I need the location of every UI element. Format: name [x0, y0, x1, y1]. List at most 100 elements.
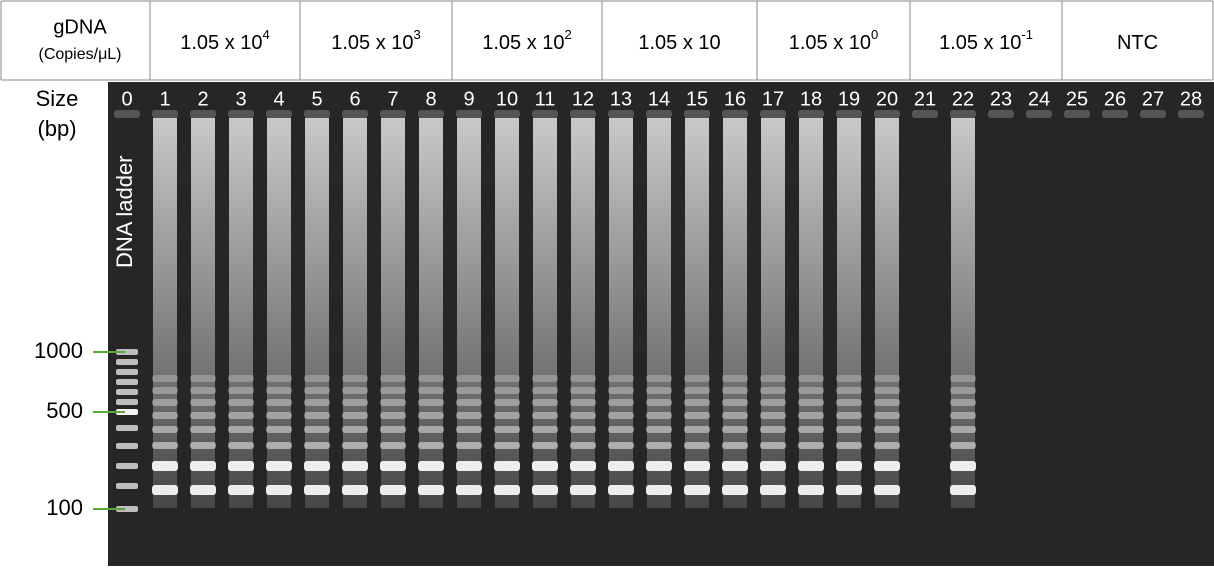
band	[684, 485, 710, 495]
band	[874, 387, 900, 394]
band	[646, 399, 672, 406]
lane-label: 23	[990, 88, 1012, 110]
well	[570, 110, 596, 118]
band	[608, 387, 634, 394]
band	[342, 485, 368, 495]
sample-unit: (Copies/μL)	[38, 46, 121, 63]
group-base: 1.05 x 10	[789, 32, 871, 54]
lane-label: 14	[648, 88, 670, 110]
band	[418, 485, 444, 495]
band	[760, 387, 786, 394]
band	[532, 461, 558, 471]
band	[342, 375, 368, 382]
ladder-label: DNA ladder	[112, 155, 137, 268]
band	[646, 426, 672, 433]
band	[228, 461, 254, 471]
band	[342, 399, 368, 406]
band	[570, 442, 596, 449]
lane-label: 18	[800, 88, 822, 110]
band	[342, 426, 368, 433]
band	[532, 387, 558, 394]
smear	[495, 118, 519, 508]
smear	[191, 118, 215, 508]
band	[608, 426, 634, 433]
band	[570, 399, 596, 406]
band	[570, 375, 596, 382]
group-label: 1.05 x 104	[180, 27, 270, 54]
ladder-band	[116, 399, 138, 405]
well	[684, 110, 710, 118]
band	[608, 442, 634, 449]
band	[456, 461, 482, 471]
band	[798, 375, 824, 382]
band	[684, 412, 710, 419]
band	[684, 426, 710, 433]
band	[266, 442, 292, 449]
ladder-band	[116, 443, 138, 449]
band	[228, 375, 254, 382]
band	[190, 399, 216, 406]
band	[152, 375, 178, 382]
lane-label: 3	[235, 88, 246, 110]
lane-label: 22	[952, 88, 974, 110]
band	[266, 399, 292, 406]
band	[228, 387, 254, 394]
ladder-band	[116, 349, 138, 355]
band	[760, 399, 786, 406]
group-label: NTC	[1117, 32, 1158, 54]
group-exp: 3	[414, 27, 421, 42]
band	[532, 375, 558, 382]
well	[798, 110, 824, 118]
band	[152, 387, 178, 394]
group-base: 1.05 x 10	[638, 32, 720, 54]
smear	[381, 118, 405, 508]
band	[494, 387, 520, 394]
band	[608, 485, 634, 495]
band	[798, 399, 824, 406]
band	[608, 412, 634, 419]
band	[152, 442, 178, 449]
ladder-band	[116, 389, 138, 395]
well	[342, 110, 368, 118]
band	[722, 399, 748, 406]
band	[646, 442, 672, 449]
band	[418, 399, 444, 406]
band	[836, 399, 862, 406]
band	[874, 461, 900, 471]
band	[418, 387, 444, 394]
smear	[457, 118, 481, 508]
smear	[685, 118, 709, 508]
band	[494, 375, 520, 382]
band	[380, 387, 406, 394]
group-exp: 4	[263, 27, 270, 42]
ladder-band	[116, 425, 138, 431]
lane-label: 27	[1142, 88, 1164, 110]
lane-label: 13	[610, 88, 632, 110]
band	[950, 461, 976, 471]
band	[494, 412, 520, 419]
size-title: Size	[36, 86, 79, 111]
smear	[267, 118, 291, 508]
marker-label: 100	[46, 495, 83, 520]
band	[836, 426, 862, 433]
band	[190, 442, 216, 449]
lane-label: 12	[572, 88, 594, 110]
band	[228, 426, 254, 433]
band	[304, 442, 330, 449]
band	[646, 461, 672, 471]
lane-label: 9	[463, 88, 474, 110]
smear	[761, 118, 785, 508]
band	[722, 426, 748, 433]
band	[418, 442, 444, 449]
group-label: 1.05 x 100	[789, 27, 879, 54]
band	[532, 412, 558, 419]
well	[380, 110, 406, 118]
smear	[343, 118, 367, 508]
group-exp: -1	[1021, 27, 1033, 42]
smear	[305, 118, 329, 508]
group-base: 1.05 x 10	[331, 32, 413, 54]
band	[798, 485, 824, 495]
band	[152, 412, 178, 419]
lane-label: 6	[349, 88, 360, 110]
band	[456, 399, 482, 406]
